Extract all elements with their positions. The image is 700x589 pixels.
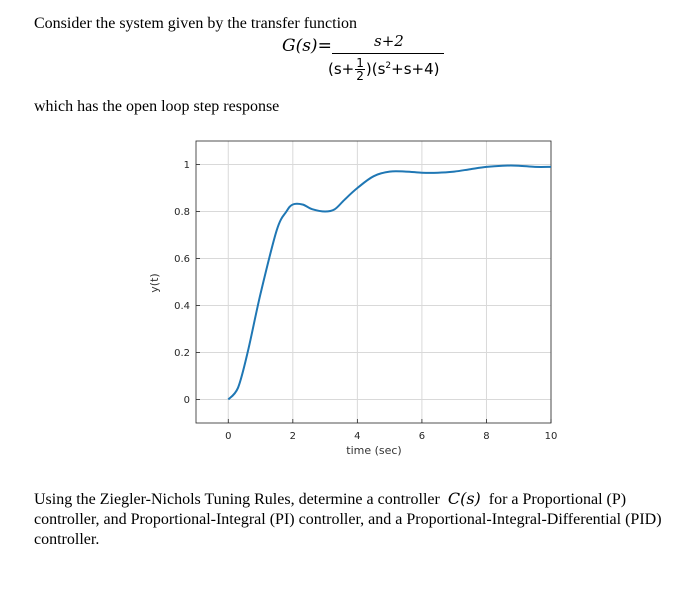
chart-axes: 0 2 4 6 8 10 0 0.2 0.4 0.6 0.8 1 xyxy=(174,140,558,442)
y-tick-label: 0.4 xyxy=(174,301,190,312)
chart-series xyxy=(227,164,552,401)
x-tick-label: 0 xyxy=(225,431,231,442)
x-axis-label: time (sec) xyxy=(346,444,401,457)
y-tick-label: 0.6 xyxy=(174,254,190,265)
y-tick-label: 0.8 xyxy=(174,207,190,218)
step-response-line xyxy=(227,164,552,401)
x-tick-label: 4 xyxy=(354,431,360,442)
y-axis-label: y(t) xyxy=(148,273,161,292)
question-text: Using the Ziegler-Nichols Tuning Rules, … xyxy=(34,489,662,548)
x-tick-label: 2 xyxy=(290,431,296,442)
tf-denominator: (s+ 1 2)(s2+s+4) xyxy=(328,56,440,83)
x-tick-label: 8 xyxy=(483,431,489,442)
tf-numerator: s+2 xyxy=(374,32,404,50)
step-response-caption: which has the open loop step response xyxy=(34,98,280,115)
plot-frame xyxy=(195,140,552,424)
intro-text: Consider the system given by the transfe… xyxy=(34,15,358,32)
y-tick-label: 1 xyxy=(184,160,190,171)
x-tick-label: 10 xyxy=(545,431,558,442)
x-tick-label: 6 xyxy=(419,431,425,442)
y-tick-label: 0.2 xyxy=(174,348,190,359)
y-tick-label: 0 xyxy=(184,395,190,406)
tf-fraction-bar xyxy=(332,53,444,55)
chart-grid xyxy=(196,141,552,423)
tf-lhs: G(s)= xyxy=(282,36,332,56)
controller-symbol: C(s) xyxy=(447,489,481,508)
